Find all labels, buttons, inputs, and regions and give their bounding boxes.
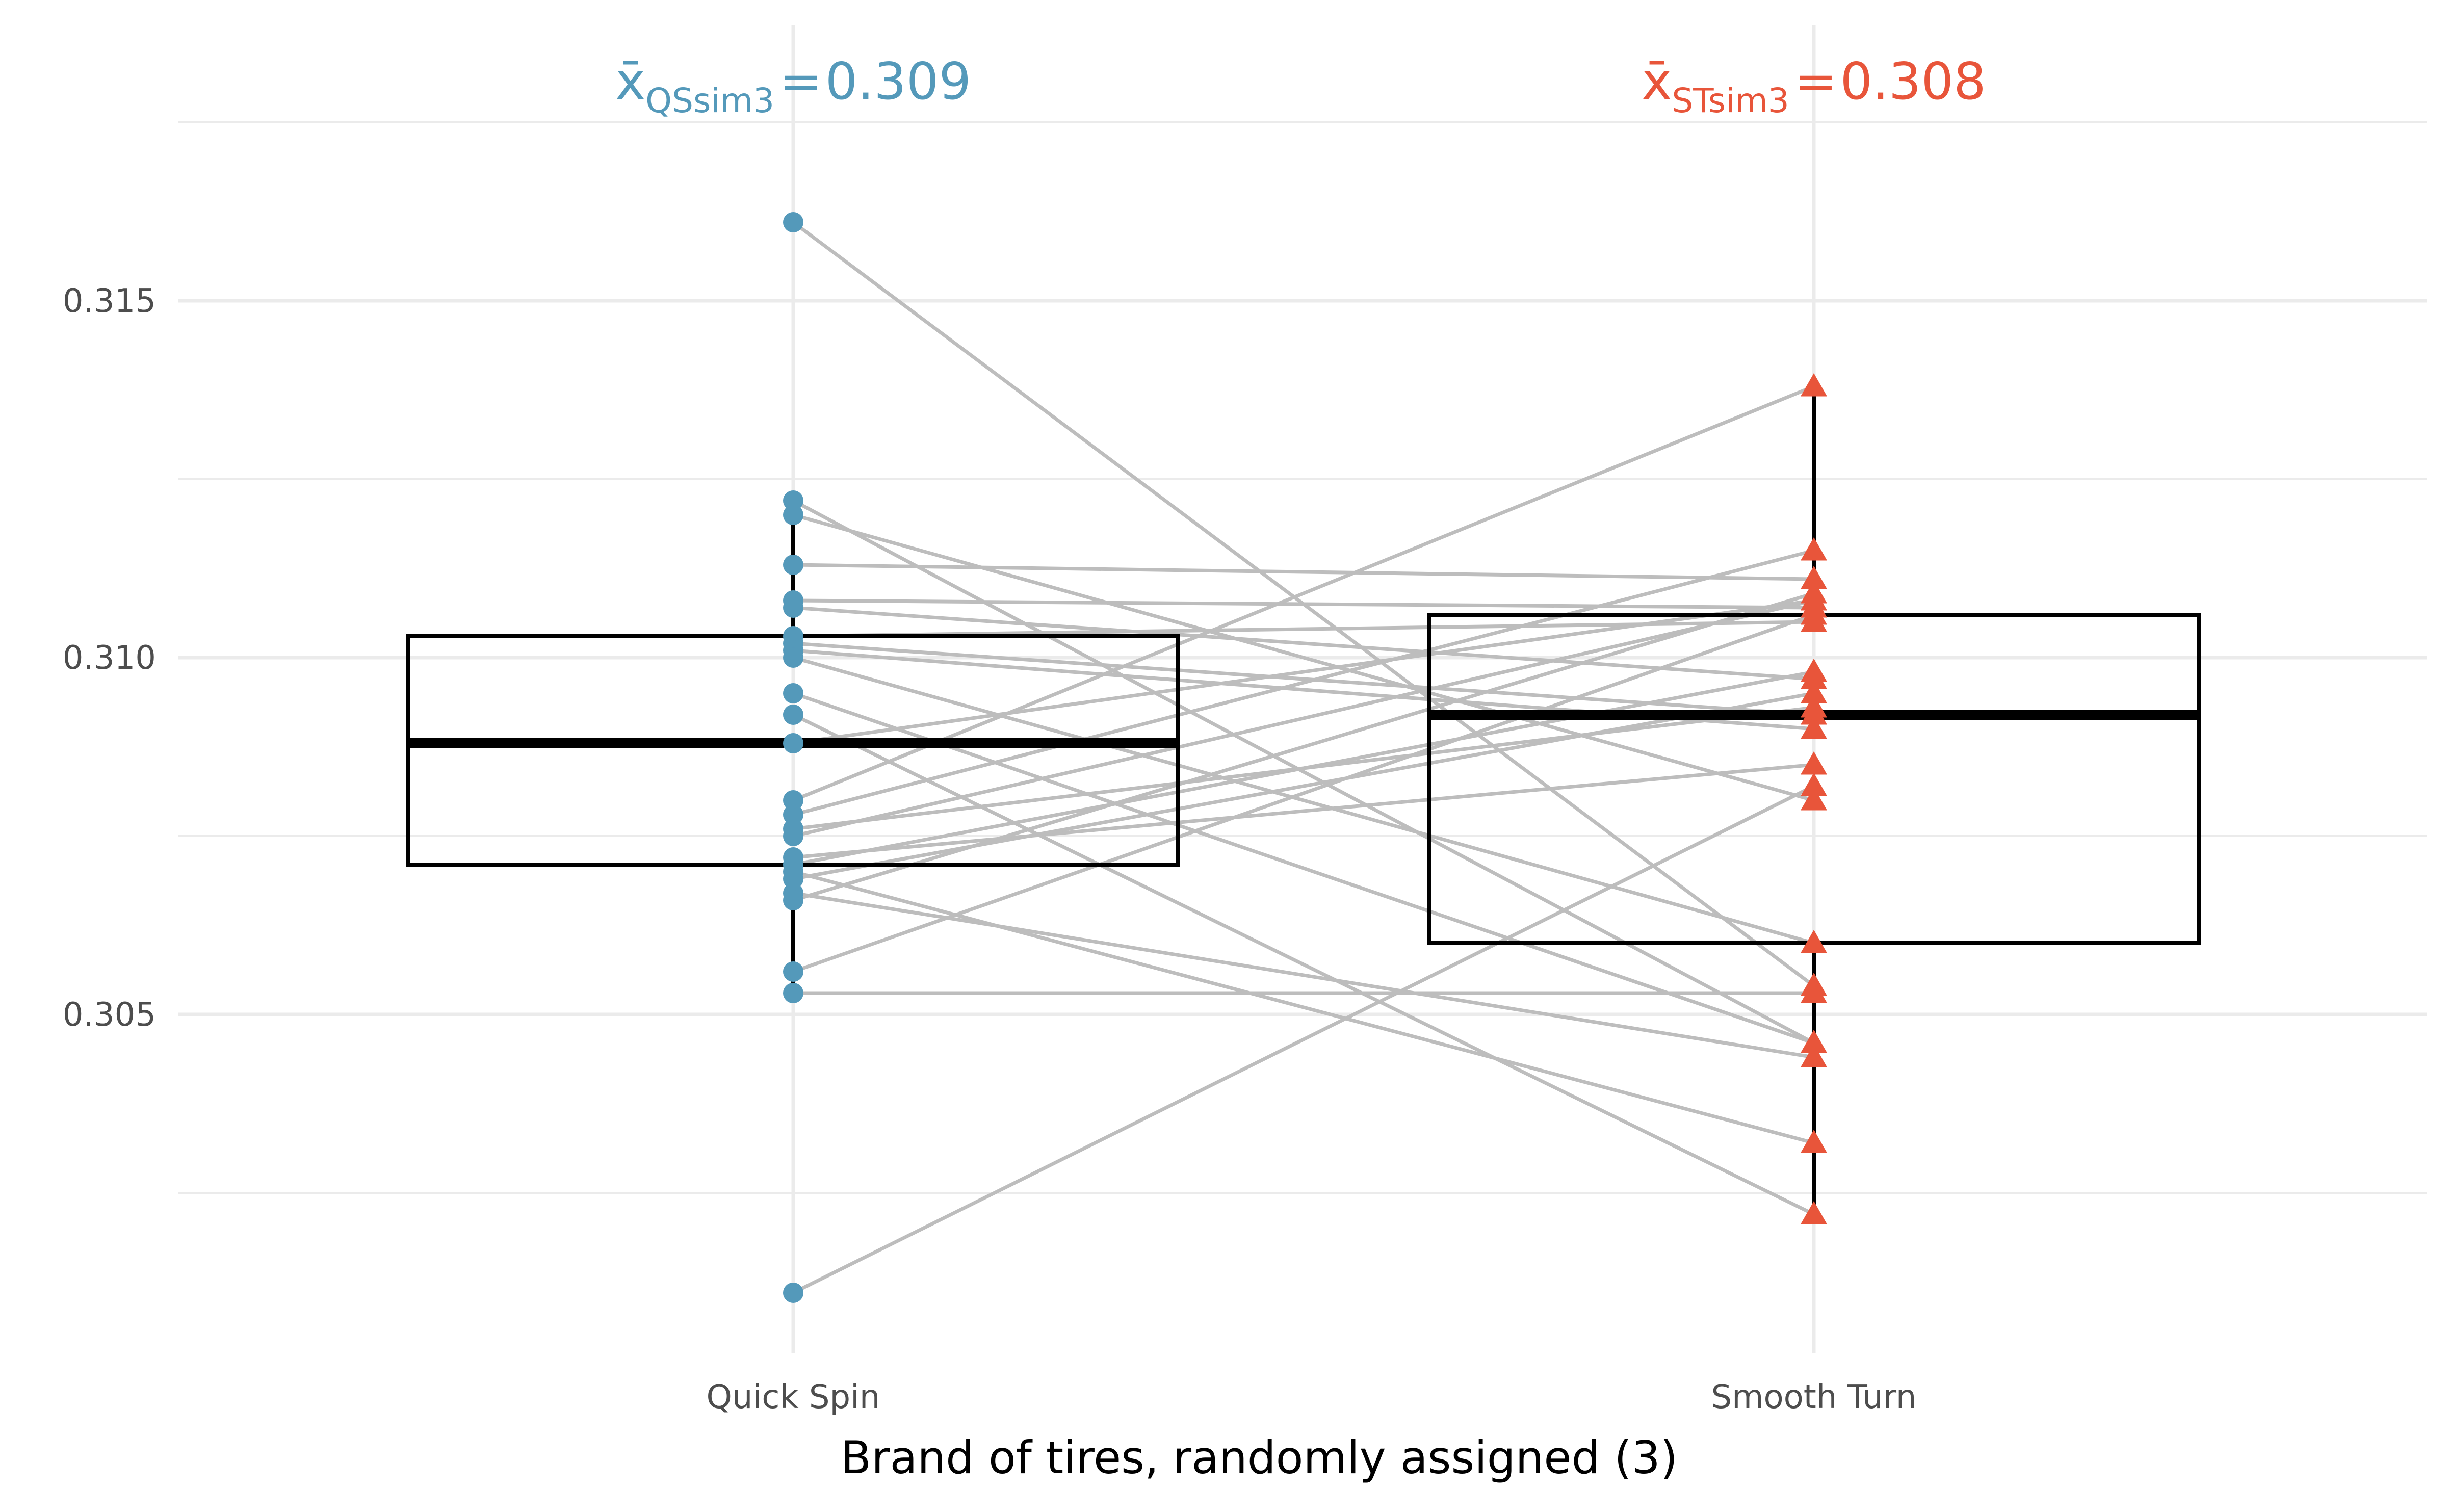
point-quick-spin-21 <box>783 869 803 889</box>
mean-label-quick-spin: x̄QSsim3 =0.309 <box>615 51 971 120</box>
point-smooth-turn-16 <box>1801 694 1827 718</box>
y-axis: 0.305 0.310 0.315 <box>63 282 156 1034</box>
pair-line-3 <box>793 513 1814 802</box>
point-smooth-turn-24 <box>1801 602 1827 625</box>
point-smooth-turn-15 <box>1801 537 1827 561</box>
x-axis-title: Brand of tires, randomly assigned (3) <box>841 1431 1678 1484</box>
point-smooth-turn-21 <box>1801 680 1827 703</box>
point-quick-spin-4 <box>783 555 803 575</box>
point-quick-spin-23 <box>783 890 803 910</box>
points <box>783 212 1827 1303</box>
pair-line-26 <box>792 784 1815 1295</box>
pair-line-15 <box>793 549 1814 817</box>
pair-line-10 <box>793 656 1814 945</box>
x-tick-label: Smooth Turn <box>1711 1378 1917 1416</box>
point-smooth-turn-14 <box>1801 373 1827 397</box>
pair-line-4 <box>793 563 1814 581</box>
point-quick-spin-2 <box>783 490 803 511</box>
point-quick-spin-25 <box>783 983 803 1003</box>
pair-line-6 <box>793 606 1814 681</box>
point-smooth-turn-18 <box>1801 751 1827 775</box>
point-quick-spin-12 <box>783 705 803 725</box>
mean-equals: = <box>779 51 822 111</box>
y-tick-label: 0.305 <box>63 996 156 1034</box>
x-tick-label: Quick Spin <box>707 1378 880 1416</box>
point-smooth-turn-20 <box>1801 1130 1827 1153</box>
pair-line-5 <box>793 598 1814 610</box>
pair-line-20 <box>793 870 1814 1145</box>
mean-annotations: x̄QSsim3 =0.309 x̄STsim3 =0.308 <box>615 51 1986 120</box>
point-quick-spin-14 <box>783 790 803 811</box>
point-quick-spin-3 <box>783 505 803 525</box>
point-smooth-turn-23 <box>1801 580 1827 604</box>
point-quick-spin-11 <box>783 683 803 703</box>
point-smooth-turn-25 <box>1801 980 1827 1003</box>
mean-label-smooth-turn: x̄STsim3 =0.308 <box>1642 51 1986 120</box>
point-quick-spin-13 <box>783 733 803 753</box>
y-tick-label: 0.315 <box>63 282 156 320</box>
point-smooth-turn-11 <box>1801 1030 1827 1053</box>
mean-equals: = <box>1794 51 1837 111</box>
point-smooth-turn-9 <box>1801 716 1827 739</box>
pair-line-17 <box>793 598 1814 838</box>
point-smooth-turn-3 <box>1801 787 1827 811</box>
point-smooth-turn-19 <box>1801 659 1827 682</box>
pair-line-22 <box>793 891 1814 1059</box>
mean-value: 0.308 <box>1840 51 1986 111</box>
point-smooth-turn-10 <box>1801 930 1827 953</box>
point-smooth-turn-26 <box>1801 773 1827 796</box>
point-quick-spin-10 <box>783 647 803 668</box>
pair-line-13 <box>793 598 1814 745</box>
pair-line-14 <box>792 384 1815 802</box>
pair-line-18 <box>793 763 1814 859</box>
point-quick-spin-6 <box>783 597 803 618</box>
point-quick-spin-1 <box>783 212 803 232</box>
mean-value: 0.309 <box>825 51 971 111</box>
mean-symbol: x̄ <box>615 51 645 111</box>
mean-subscript: QSsim3 <box>645 81 774 120</box>
pair-line-2 <box>792 499 1815 1045</box>
mean-subscript: STsim3 <box>1672 81 1789 120</box>
point-quick-spin-24 <box>783 961 803 982</box>
pair-line-8 <box>793 641 1814 717</box>
mean-symbol: x̄ <box>1642 51 1672 111</box>
point-smooth-turn-22 <box>1801 1044 1827 1067</box>
y-tick-label: 0.310 <box>63 639 156 677</box>
x-axis: Quick Spin Smooth Turn <box>707 1378 1917 1416</box>
pair-line-11 <box>792 691 1815 1045</box>
pair-line-24 <box>792 613 1815 974</box>
point-quick-spin-15 <box>783 804 803 825</box>
pair-line-19 <box>793 670 1814 867</box>
pair-line-12 <box>792 713 1815 1216</box>
pair-line-23 <box>792 591 1815 902</box>
point-smooth-turn-12 <box>1801 1201 1827 1224</box>
point-quick-spin-26 <box>783 1283 803 1303</box>
point-quick-spin-17 <box>783 826 803 846</box>
point-smooth-turn-4 <box>1801 566 1827 589</box>
pair-lines <box>792 221 1815 1295</box>
